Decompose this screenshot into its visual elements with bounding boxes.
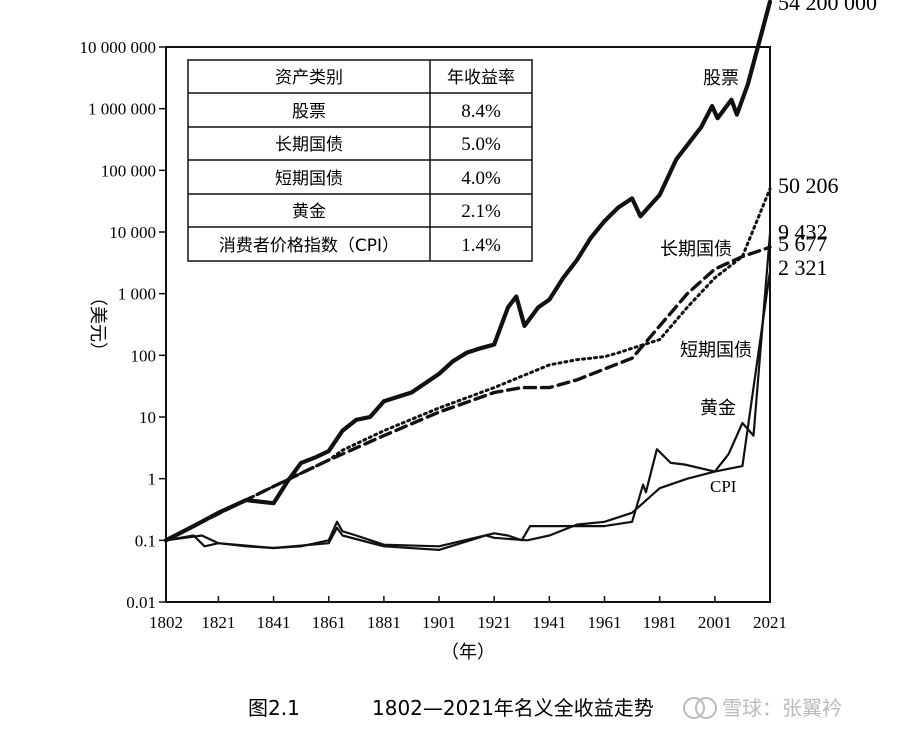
- y-tick-label: 100: [131, 346, 157, 365]
- series-line: [164, 245, 772, 542]
- series-end-value: 50 206: [778, 173, 839, 198]
- x-axis-ticks: 1802 1821 1841 1861 1881 1901 1921 1941 1961 1981…: [149, 596, 787, 632]
- y-tick-label: 10 000: [109, 223, 156, 242]
- x-tick-label: 1941: [532, 613, 566, 632]
- x-tick-label: 2021: [753, 613, 787, 632]
- table-cell-return: 4.0%: [461, 168, 501, 189]
- y-tick-label: 10 000 000: [80, 38, 157, 57]
- x-tick-label: 1881: [367, 613, 401, 632]
- table-cell-asset: 消费者价格指数（CPI）: [219, 236, 399, 256]
- series-label-stocks: 股票: [703, 68, 739, 89]
- figure-caption: 1802—2021年名义全收益走势: [372, 696, 654, 720]
- table-cell-asset: 黄金: [292, 202, 326, 222]
- x-tick-label: 1802: [149, 613, 183, 632]
- series-end-value: 2 321: [778, 255, 828, 280]
- x-tick-label: 1921: [477, 613, 511, 632]
- y-axis-label: （美元）: [87, 288, 108, 360]
- series-end-value: 54 200 000: [778, 0, 877, 15]
- y-tick-label: 0.1: [135, 531, 156, 550]
- series-end-value: 5 677: [778, 231, 828, 256]
- x-tick-label: 2001: [698, 613, 732, 632]
- table-cell-asset: 短期国债: [275, 169, 343, 189]
- x-tick-label: 1861: [312, 613, 346, 632]
- y-tick-label: 100 000: [101, 161, 156, 180]
- series-lines: [163, 0, 773, 551]
- series-label-short-bills: 短期国债: [680, 340, 752, 361]
- y-tick-label: 10: [139, 408, 156, 427]
- snowball-logo-icon: [683, 697, 717, 719]
- watermark: 雪球：张翼衿: [722, 696, 842, 720]
- table-cell-asset: 长期国债: [275, 135, 343, 155]
- x-tick-label: 1961: [588, 613, 622, 632]
- series-line: [163, 0, 773, 543]
- table-header-asset: 资产类别: [275, 68, 343, 88]
- series-end-value: 9 432: [778, 220, 828, 245]
- y-tick-label: 1 000 000: [88, 100, 156, 119]
- returns-table: 资产类别 年收益率 股票 8.4% 长期国债 5.0% 短期国债 4.0% 黄金…: [187, 59, 533, 262]
- table-cell-asset: 股票: [292, 102, 326, 122]
- x-tick-label: 1901: [422, 613, 456, 632]
- x-tick-label: 1821: [201, 613, 235, 632]
- y-tick-label: 0.01: [126, 593, 156, 612]
- series-line: [164, 270, 772, 551]
- x-axis-label: （年）: [441, 642, 495, 663]
- plot-frame: [165, 46, 771, 603]
- table-cell-return: 2.1%: [461, 201, 501, 222]
- table-cell-return: 8.4%: [461, 101, 501, 122]
- series-label-gold: 黄金: [700, 398, 736, 419]
- x-tick-label: 1981: [643, 613, 677, 632]
- x-tick-label: 1841: [257, 613, 291, 632]
- y-tick-label: 1: [148, 470, 157, 489]
- series-label-long-bonds: 长期国债: [660, 239, 732, 260]
- table-header-return: 年收益率: [447, 68, 515, 88]
- table-cell-return: 5.0%: [461, 134, 501, 155]
- table-cell-return: 1.4%: [461, 235, 501, 256]
- series-label-cpi: CPI: [710, 477, 737, 496]
- figure-number: 图2.1: [248, 696, 300, 720]
- y-tick-label: 1 000: [118, 285, 156, 304]
